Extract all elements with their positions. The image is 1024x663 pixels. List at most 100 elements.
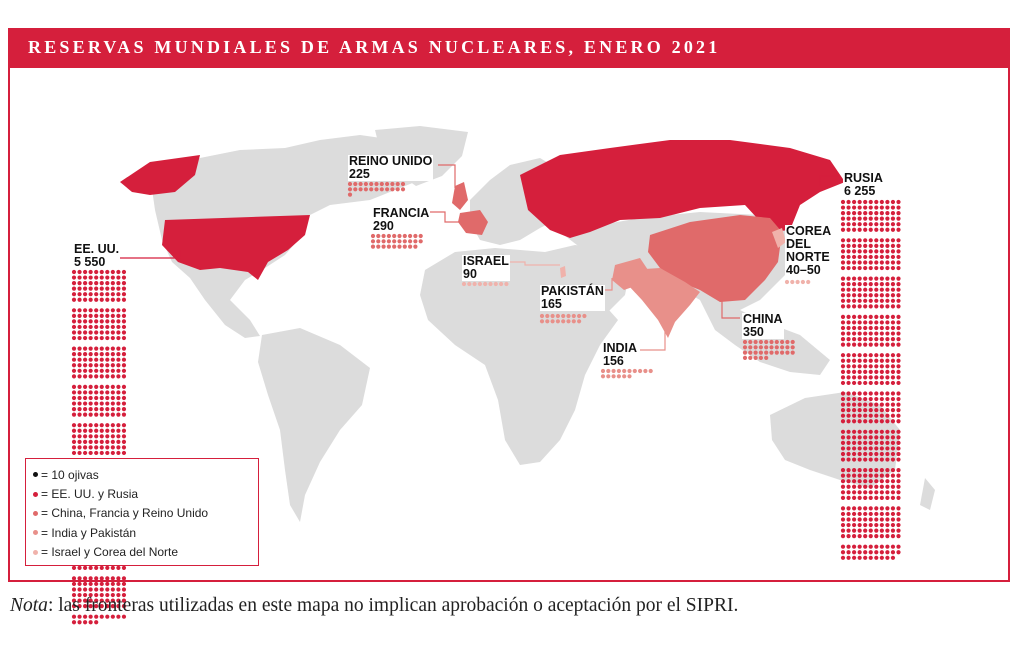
israel-name: ISRAEL bbox=[463, 254, 509, 268]
warhead-dot-usa bbox=[121, 335, 127, 341]
warhead-dot-usa bbox=[77, 368, 82, 373]
warhead-dot-russia bbox=[868, 216, 873, 221]
warhead-dot-usa bbox=[116, 374, 121, 379]
warhead-dot-russia bbox=[896, 243, 901, 248]
warhead-dot-russia bbox=[852, 517, 857, 522]
warhead-dot-usa bbox=[88, 445, 93, 450]
warhead-dot-usa bbox=[88, 434, 93, 439]
leader-lines bbox=[120, 164, 838, 351]
warhead-dot-france bbox=[392, 244, 397, 249]
warhead-dot-usa bbox=[88, 576, 93, 581]
warhead-dot-russia bbox=[840, 375, 846, 380]
warhead-dot-usa bbox=[121, 297, 127, 302]
warhead-dot-russia bbox=[879, 522, 884, 528]
legend-label: = 10 ojivas bbox=[41, 467, 99, 482]
warhead-dot-russia bbox=[879, 550, 884, 555]
land-south-america bbox=[258, 328, 370, 522]
warhead-dot-usa bbox=[105, 434, 110, 439]
russia-name: RUSIA bbox=[844, 171, 883, 185]
warhead-dot-russia bbox=[852, 369, 857, 374]
warhead-dot-usa bbox=[99, 598, 104, 603]
warhead-dot-russia bbox=[846, 222, 851, 227]
warhead-dot-usa bbox=[83, 346, 88, 351]
warhead-dot-usa bbox=[99, 592, 104, 598]
warhead-dot-usa bbox=[110, 374, 115, 379]
warhead-dot-russia bbox=[840, 451, 846, 457]
warhead-dot-russia bbox=[857, 205, 862, 210]
warhead-dot-usa bbox=[83, 423, 88, 428]
warhead-dot-russia bbox=[852, 419, 857, 424]
warhead-dot-russia bbox=[896, 325, 901, 331]
warhead-dot-russia bbox=[874, 435, 879, 440]
warhead-dot-usa bbox=[88, 423, 93, 428]
warhead-dot-russia bbox=[885, 429, 890, 434]
warhead-dot-russia bbox=[846, 364, 851, 369]
warhead-dot-usa bbox=[121, 587, 127, 592]
warhead-dot-russia bbox=[857, 238, 862, 243]
label-north-korea: COREA DEL NORTE 40–50 bbox=[785, 225, 833, 277]
warhead-dot-usa bbox=[99, 368, 104, 373]
warhead-dot-russia bbox=[885, 408, 890, 413]
warhead-dot-russia bbox=[868, 522, 873, 528]
warhead-dot-russia bbox=[879, 298, 884, 303]
warhead-dot-russia bbox=[885, 287, 890, 292]
warhead-dot-russia bbox=[846, 468, 851, 473]
warhead-dot-india bbox=[606, 374, 611, 379]
warhead-dot-russia bbox=[896, 337, 901, 342]
warhead-dot-usa bbox=[105, 281, 110, 286]
warhead-dot-russia bbox=[885, 451, 890, 457]
country-israel bbox=[560, 266, 566, 278]
warhead-dot-russia bbox=[852, 222, 857, 227]
warhead-dot-usa bbox=[121, 604, 127, 609]
warhead-dot-usa bbox=[94, 581, 99, 587]
warhead-dot-russia bbox=[863, 304, 868, 309]
warhead-dot-pakistan bbox=[555, 319, 561, 324]
warhead-dot-russia bbox=[868, 550, 873, 555]
warhead-dot-russia bbox=[840, 205, 846, 210]
warhead-dot-usa bbox=[83, 269, 88, 275]
warhead-dot-russia bbox=[840, 227, 846, 232]
warhead-dot-usa bbox=[88, 384, 93, 389]
warhead-dot-usa bbox=[99, 275, 104, 280]
warhead-dot-russia bbox=[896, 375, 901, 380]
warhead-dot-russia bbox=[879, 517, 884, 522]
warhead-dot-usa bbox=[77, 313, 82, 318]
warhead-dot-usa bbox=[99, 335, 104, 341]
warhead-dot-usa bbox=[94, 587, 99, 592]
warhead-dot-uk bbox=[390, 187, 395, 192]
warhead-dot-russia bbox=[852, 473, 857, 478]
warhead-dot-russia bbox=[885, 457, 890, 462]
warhead-dot-russia bbox=[857, 358, 862, 363]
warhead-dot-usa bbox=[105, 614, 110, 619]
warhead-dot-russia bbox=[846, 522, 851, 528]
warhead-dot-russia bbox=[840, 457, 846, 462]
warhead-dot-usa bbox=[88, 330, 93, 335]
legend-item: = Israel y Corea del Norte bbox=[33, 543, 258, 562]
warhead-dot-russia bbox=[896, 380, 901, 386]
warhead-dot-russia bbox=[863, 331, 868, 336]
warhead-dot-india bbox=[611, 368, 616, 374]
warhead-dot-russia bbox=[874, 473, 879, 478]
warhead-dot-usa bbox=[88, 324, 93, 330]
warhead-dot-pakistan bbox=[577, 313, 582, 319]
warhead-dot-russia bbox=[879, 227, 884, 232]
warhead-dot-pakistan bbox=[550, 313, 555, 319]
warhead-dot-usa bbox=[121, 346, 127, 351]
warhead-dot-usa bbox=[99, 428, 104, 433]
warhead-dot-russia bbox=[863, 479, 868, 484]
label-china: CHINA 350 bbox=[742, 313, 784, 339]
warhead-dot-usa bbox=[105, 292, 110, 297]
warhead-dot-russia bbox=[874, 506, 879, 511]
warhead-dot-russia bbox=[852, 396, 857, 402]
warhead-dot-usa bbox=[88, 374, 93, 379]
legend-dot-icon bbox=[33, 472, 38, 478]
warhead-dot-russia bbox=[857, 249, 862, 254]
warhead-dot-russia bbox=[840, 550, 846, 555]
warhead-dot-usa bbox=[99, 395, 104, 401]
warhead-dot-usa bbox=[77, 576, 82, 581]
warhead-dot-russia bbox=[885, 479, 890, 484]
warhead-dot-russia bbox=[852, 325, 857, 331]
warhead-dot-usa bbox=[71, 390, 77, 395]
warhead-dot-russia bbox=[874, 353, 879, 358]
warhead-dot-russia bbox=[879, 342, 884, 347]
